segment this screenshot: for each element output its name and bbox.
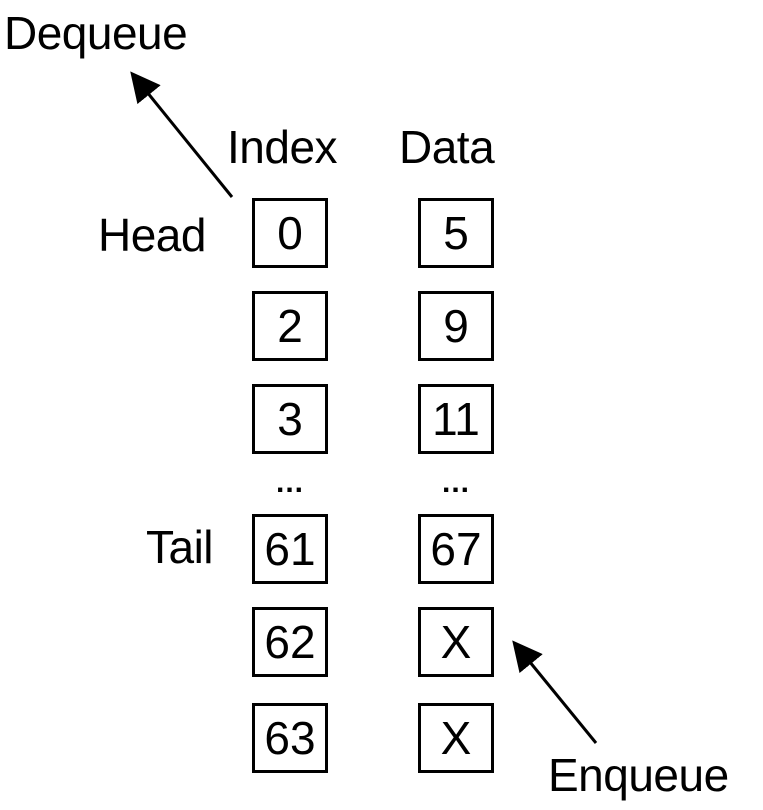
data-cell: 67 (418, 514, 494, 584)
data-ellipsis: ... (441, 466, 470, 499)
index-ellipsis: ... (275, 466, 304, 499)
index-cell: 63 (252, 703, 328, 773)
index-cell: 62 (252, 607, 328, 677)
data-cell: 11 (418, 384, 494, 454)
dequeue-label: Dequeue (4, 7, 188, 59)
data-cell: 5 (418, 198, 494, 268)
data-cell: 9 (418, 291, 494, 361)
dequeue-arrow (130, 71, 234, 198)
index-cell: 2 (252, 291, 328, 361)
data-cell: X (418, 607, 494, 677)
data-cell: X (418, 703, 494, 773)
index-cell: 61 (252, 514, 328, 584)
index-header: Index (227, 121, 338, 173)
index-cell: 0 (252, 198, 328, 268)
index-cell: 3 (252, 384, 328, 454)
enqueue-label: Enqueue (548, 749, 729, 801)
enqueue-arrow (512, 640, 598, 744)
data-header: Data (399, 121, 495, 173)
head-label: Head (98, 209, 206, 261)
tail-label: Tail (146, 521, 214, 573)
